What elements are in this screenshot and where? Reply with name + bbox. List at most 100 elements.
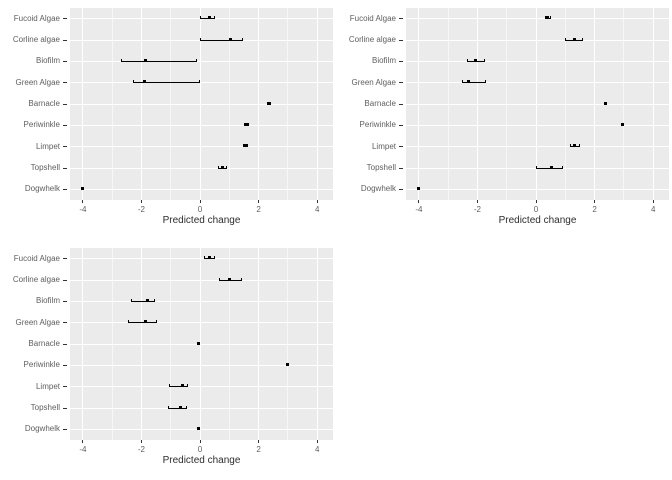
range-line xyxy=(168,407,187,409)
gridline-major-horizontal xyxy=(406,60,669,62)
gridline-major-horizontal xyxy=(406,39,669,41)
range-cap-high xyxy=(155,320,157,324)
y-axis-category-label: Periwinkle xyxy=(23,120,60,130)
point-estimate xyxy=(550,165,554,169)
y-axis-tick xyxy=(399,82,403,84)
y-axis-category-label: Limpet xyxy=(35,141,60,151)
range-cap-low xyxy=(132,80,134,84)
range-cap-high xyxy=(549,16,551,20)
range-cap-high xyxy=(241,37,243,41)
point-estimate xyxy=(197,341,201,345)
x-axis-tick xyxy=(418,200,420,203)
range-cap-low xyxy=(200,37,202,41)
y-axis-tick xyxy=(63,103,67,105)
x-axis-tick xyxy=(82,440,84,443)
y-axis-category-label: Green Algae xyxy=(15,77,60,87)
range-cap-high xyxy=(484,58,486,62)
range-line xyxy=(131,300,155,302)
y-axis-tick xyxy=(399,103,403,105)
point-estimate xyxy=(243,144,247,148)
gridline-major-horizontal xyxy=(70,103,333,105)
y-axis-category-label: Barnacle xyxy=(364,99,396,108)
range-cap-high xyxy=(185,405,187,409)
range-cap-high xyxy=(213,16,215,20)
point-estimate xyxy=(228,277,232,281)
point-estimate xyxy=(573,37,577,41)
y-axis-category-label: Corline algae xyxy=(12,275,60,284)
gridline-major-horizontal xyxy=(406,18,669,20)
x-axis-tick-label: -2 xyxy=(137,445,146,454)
y-axis-tick xyxy=(63,188,67,190)
point-estimate xyxy=(603,101,607,105)
range-line xyxy=(168,386,189,388)
range-cap-low xyxy=(168,405,170,409)
range-cap-high xyxy=(247,122,249,126)
range-cap-low xyxy=(168,384,170,388)
x-axis-tick xyxy=(316,200,318,203)
range-cap-low xyxy=(217,165,219,169)
y-axis-category-label: Green Algae xyxy=(15,317,60,327)
range-cap-low xyxy=(200,16,202,20)
range-cap-low xyxy=(544,16,546,20)
point-estimate xyxy=(197,426,201,430)
x-axis-tick-label: 2 xyxy=(256,205,261,214)
x-axis-tick xyxy=(594,200,596,203)
x-axis-tick xyxy=(652,200,654,203)
gridline-major-horizontal xyxy=(70,300,333,302)
range-line xyxy=(200,18,215,20)
range-line xyxy=(132,82,201,84)
chart-bottom-left: Fucoid Algae Corline algae Biofilm Green Al… xyxy=(0,240,336,480)
y-axis-tick xyxy=(63,146,67,148)
x-axis-tick xyxy=(258,440,260,443)
point-estimate xyxy=(416,186,420,190)
gridline-major-horizontal xyxy=(70,343,333,345)
range-line xyxy=(461,82,486,84)
x-axis-title: Predicted change xyxy=(162,215,241,226)
y-axis-category-label: Dogwhelk xyxy=(360,184,396,194)
point-estimate xyxy=(144,320,148,324)
range-line xyxy=(200,39,243,41)
gridline-major-horizontal xyxy=(70,322,333,324)
y-axis-tick xyxy=(63,18,67,20)
x-axis-tick-label: 4 xyxy=(314,205,320,214)
y-axis-category-label: Green Algae xyxy=(351,77,396,87)
range-cap-high xyxy=(561,165,563,169)
x-axis-tick xyxy=(199,440,201,443)
range-cap-low xyxy=(127,320,129,324)
x-axis-tick-label: -2 xyxy=(137,205,146,214)
point-estimate xyxy=(178,405,182,409)
y-axis-category-label: Topshell xyxy=(30,403,60,412)
gridline-major-horizontal xyxy=(70,146,333,148)
gridline-major-horizontal xyxy=(70,258,333,260)
range-cap-low xyxy=(243,122,245,126)
range-cap-high xyxy=(582,37,584,41)
y-axis-tick xyxy=(63,60,67,62)
plot-panel xyxy=(70,248,333,440)
x-axis-tick-label: -4 xyxy=(79,205,87,214)
y-axis-category-label: Dogwhelk xyxy=(24,184,60,194)
y-axis-category-label: Fucoid Algae xyxy=(13,253,60,263)
y-axis-category-label: Topshell xyxy=(30,163,60,172)
plot-panel xyxy=(70,8,333,200)
y-axis-category-label: Barnacle xyxy=(28,339,60,348)
gridline-major-horizontal xyxy=(70,167,333,169)
y-axis-category-label: Periwinkle xyxy=(359,120,396,130)
gridline-major-horizontal xyxy=(70,407,333,409)
gridline-major-horizontal xyxy=(70,386,333,388)
y-axis-category-label: Corline algae xyxy=(348,35,396,44)
range-cap-low xyxy=(570,144,571,148)
y-axis-tick xyxy=(63,322,67,324)
y-axis-category-label: Topshell xyxy=(366,163,396,172)
range-cap-high xyxy=(199,80,201,84)
gridline-major-horizontal xyxy=(70,82,333,84)
gridline-major-horizontal xyxy=(70,188,333,190)
gridline-major-horizontal xyxy=(70,60,333,62)
y-axis-category-label: Biofilm xyxy=(35,56,60,66)
range-cap-low xyxy=(243,144,245,148)
y-axis-category-label: Barnacle xyxy=(28,99,60,108)
range-cap-high xyxy=(484,80,486,84)
gridline-major-horizontal xyxy=(406,82,669,84)
range-cap-low xyxy=(131,298,133,302)
range-cap-high xyxy=(247,144,249,148)
